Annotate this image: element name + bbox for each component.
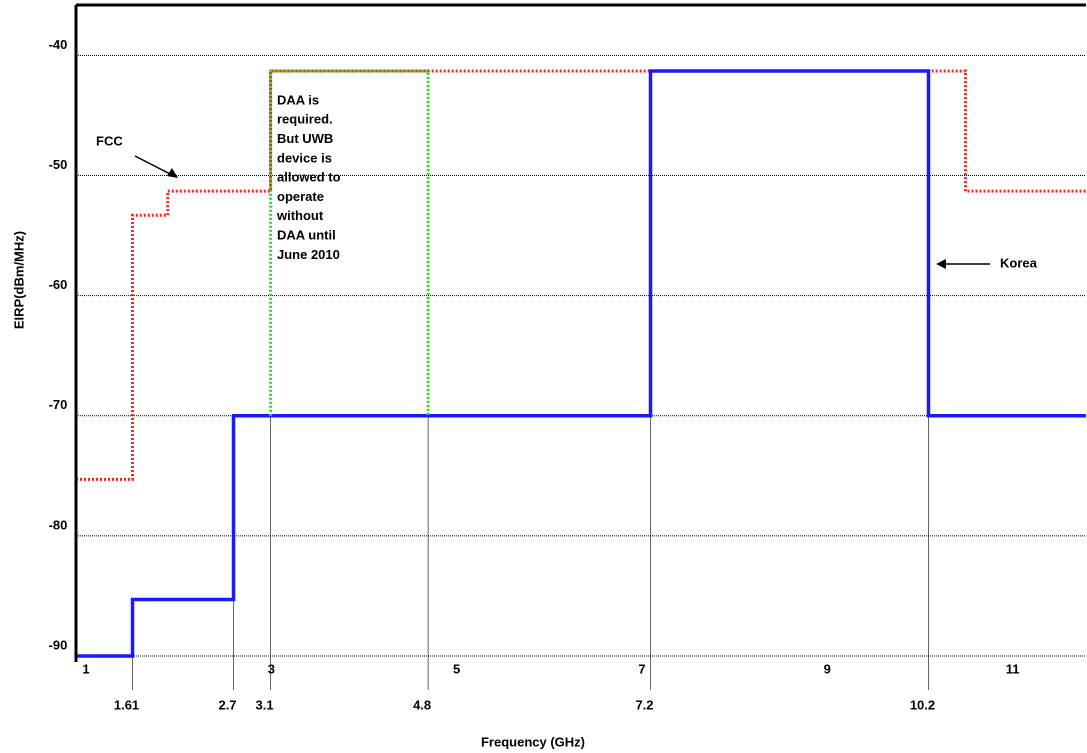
marker-tick-label: 1.61 [114, 697, 139, 712]
annotation: June 2010 [277, 247, 340, 262]
x-tick-label: 11 [1006, 661, 1020, 676]
series-line [76, 69, 1086, 481]
marker-tick-label: 7.2 [635, 697, 653, 712]
annotation: DAA is [277, 92, 319, 107]
x-tick-label: 7 [638, 661, 645, 676]
x-tick-label: 9 [824, 661, 831, 676]
x-tick-label: 1 [82, 661, 89, 676]
annotation: without [276, 208, 324, 223]
x-axis-title: Frequency (GHz) [481, 734, 585, 749]
y-tick-label: -60 [49, 277, 68, 292]
y-tick-label: -70 [49, 397, 68, 412]
y-axis-title: EIRP(dBm/MHz) [11, 231, 26, 329]
legend-arrowhead [167, 168, 178, 178]
y-tick-label: -90 [49, 637, 68, 652]
y-tick-label: -80 [49, 517, 68, 532]
annotation: DAA until [277, 228, 336, 243]
marker-tick-label: 10.2 [910, 697, 935, 712]
series-line [269, 69, 430, 416]
annotation: device is [277, 150, 332, 165]
legend-arrowhead [936, 259, 946, 269]
x-tick-label: 5 [453, 661, 460, 676]
marker-tick-label: 2.7 [218, 697, 236, 712]
y-tick-label: -40 [49, 37, 68, 52]
legend-label: FCC [96, 133, 123, 148]
annotation: But UWB [277, 131, 333, 146]
annotation: required. [277, 112, 333, 127]
annotation: allowed to [277, 170, 341, 185]
y-tick-label: -50 [49, 157, 68, 172]
series-line [76, 69, 1086, 658]
annotation: operate [277, 189, 324, 204]
marker-tick-label: 4.8 [413, 697, 431, 712]
marker-tick-label: 3.1 [256, 697, 274, 712]
x-tick-label: 3 [268, 661, 275, 676]
legend-label: Korea [1000, 255, 1038, 270]
